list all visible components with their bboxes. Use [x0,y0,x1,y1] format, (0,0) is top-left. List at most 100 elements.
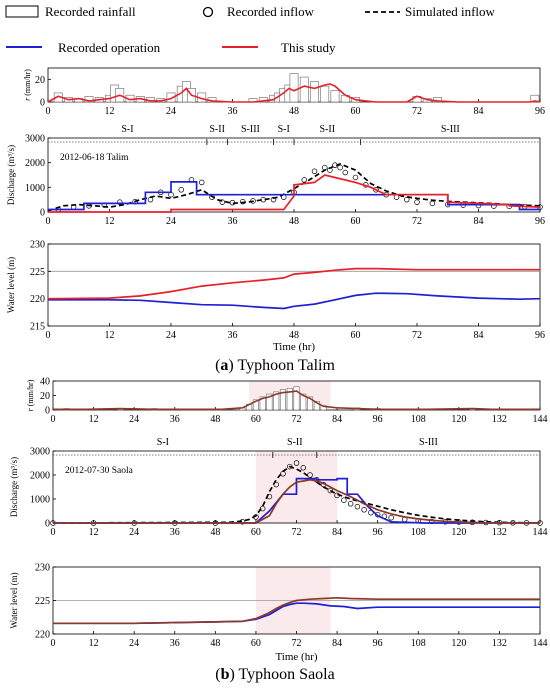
talim-discharge-xtick-label: 12 [105,216,115,227]
saola-discharge-xtick-label: 48 [210,527,220,538]
saola-discharge-xtick-label: 120 [451,527,466,538]
legend-thisstudy-label: This study [281,40,336,55]
saola-rain-xtick-label: 96 [373,414,383,425]
legend-rainfall-swatch [5,5,39,18]
saola-discharge-stage-label: S-III [419,437,438,448]
talim-rain-xtick-label: 0 [46,106,51,117]
talim-rain-xtick-label: 24 [166,106,176,117]
talim-discharge-xtick-label: 96 [535,216,545,227]
talim-level-xtick-label: 36 [228,330,238,341]
saola-rain-ylabel-symbol: r [26,407,35,411]
saola-discharge-xtick-label: 84 [332,527,342,538]
saola-rain-xtick-label: 36 [170,414,180,425]
saola-level-ylabel: Water level (m) [9,572,19,628]
saola-rain-xtick-label: 132 [492,414,507,425]
talim-rain-xtick-label: 12 [105,106,115,117]
talim-rain-xtick-label: 36 [228,106,238,117]
saola-rain-xtick-label: 144 [533,414,548,425]
talim-discharge-recorded-inflow-point [116,199,123,205]
talim-discharge-xtick-label: 0 [46,216,51,227]
caption-saola: (b) Typhoon Saola [215,666,335,683]
saola-discharge-xtick-label: 0 [51,527,56,538]
talim-discharge-stage-label: S-III [241,124,260,135]
talim-discharge-recorded-inflow-point [404,196,410,203]
talim-level-xtick-label: 48 [289,330,299,341]
saola-discharge-this-study-line [53,478,540,524]
saola-rain-rain-bar [286,387,293,411]
talim-level-recorded-operation-line [48,292,541,310]
talim-rain-ylabel-symbol: r [23,97,32,101]
talim-discharge-recorded-inflow-point [337,164,343,171]
caption-saola-text: ) Typhoon Saola [229,666,335,683]
saola-discharge-event-label: 2012-07-30 Saola [65,466,134,476]
saola-level-ytick-label: 230 [35,563,50,574]
talim-discharge-recorded-inflow-point [301,177,308,183]
saola-discharge-xtick-label: 12 [89,527,99,538]
talim-discharge-recorded-inflow-point [429,200,436,207]
saola-discharge-recorded-inflow-point [388,514,394,521]
saola-discharge-ylabel: Discharge (m³/s) [9,457,19,517]
saola-rain-xtick-label: 108 [411,414,426,425]
legend-inflow-marker [202,6,214,18]
saola-discharge-xtick-label: 144 [533,527,548,538]
talim-rain-rain-bar [310,81,319,103]
talim-rain-rain-bar [299,76,309,103]
saola-level-xtick-label: 108 [411,638,426,649]
talim-level-this-study-line [47,267,540,300]
talim-discharge-xtick-label: 72 [412,216,422,227]
talim-rain-xtick-label: 60 [351,106,361,117]
saola-discharge-xtick-label: 108 [411,527,426,538]
talim-discharge-recorded-inflow-point [199,179,205,186]
talim-discharge-xtick-label: 48 [289,216,299,227]
talim-discharge-ytick-label: 2000 [25,158,45,169]
saola-discharge-ytick-label: 3000 [30,447,50,458]
talim-discharge-recorded-inflow-point [311,168,318,175]
talim-rain-rain-bar [320,85,330,103]
talim-rain-rain-bar [530,94,540,103]
saola-discharge-xtick-label: 60 [251,527,261,538]
legend-operation-label: Recorded operation [58,40,161,55]
saola-rain-rain-bar [252,399,259,411]
talim-discharge-ytick-label: 0 [40,208,45,219]
saola-discharge-xtick-label: 24 [129,527,139,538]
talim-rain-rain-bar [166,92,176,103]
saola-discharge-stage-label: S-II [287,437,303,448]
saola-rain-rain-bar [293,386,300,411]
talim-rain-ylabel: r (mm/hr) [23,69,32,101]
saola-xlabel: Time (hr) [275,651,317,663]
talim-discharge-recorded-inflow-point [219,199,226,205]
saola-level-xtick-label: 36 [170,638,180,649]
talim-level-xtick-label: 0 [46,330,51,341]
talim-discharge-recorded-inflow-point [352,174,359,181]
saola-rain-xtick-label: 48 [210,414,220,425]
saola-discharge-ytick-label: 0 [45,519,50,530]
talim-rain-xtick-label: 84 [474,106,484,117]
saola-rain-rain-bar [259,396,266,411]
saola-rain-xtick-label: 84 [332,414,342,425]
talim-discharge-stage-label: S-III [441,124,460,135]
saola-rain-xtick-label: 12 [89,414,99,425]
talim-discharge-stage-label: S-II [320,124,336,135]
talim-discharge-this-study-line [48,174,541,213]
saola-rain-rain-line [53,390,540,411]
talim-level-ytick-label: 230 [30,240,45,251]
caption-saola-letter: b [220,666,230,683]
talim-discharge-recorded-inflow-point [373,187,379,193]
talim-level-xtick-label: 72 [412,330,422,341]
saola-rain-rain-bar [307,396,314,411]
saola-rain-rain-bar [300,393,307,411]
saola-level-xtick-label: 0 [51,638,56,649]
saola-rain-xtick-label: 72 [292,414,302,425]
saola-discharge-recorded-inflow-point [341,497,347,503]
caption-talim-text: ) Typhoon Talim [228,357,335,374]
saola-discharge-recorded-inflow-point [361,507,367,513]
talim-discharge-ylabel: Discharge (m³/s) [6,145,16,205]
saola-discharge-recorded-inflow-point [327,487,334,494]
talim-discharge-recorded-inflow-point [178,187,185,193]
saola-level-xtick-label: 84 [332,638,342,649]
saola-level-xtick-label: 120 [451,638,466,649]
talim-rain-ytick-label: 0 [40,98,45,109]
talim-discharge-xtick-label: 36 [228,216,238,227]
saola-level-xtick-label: 144 [533,638,548,649]
talim-level-xtick-label: 24 [166,330,176,341]
